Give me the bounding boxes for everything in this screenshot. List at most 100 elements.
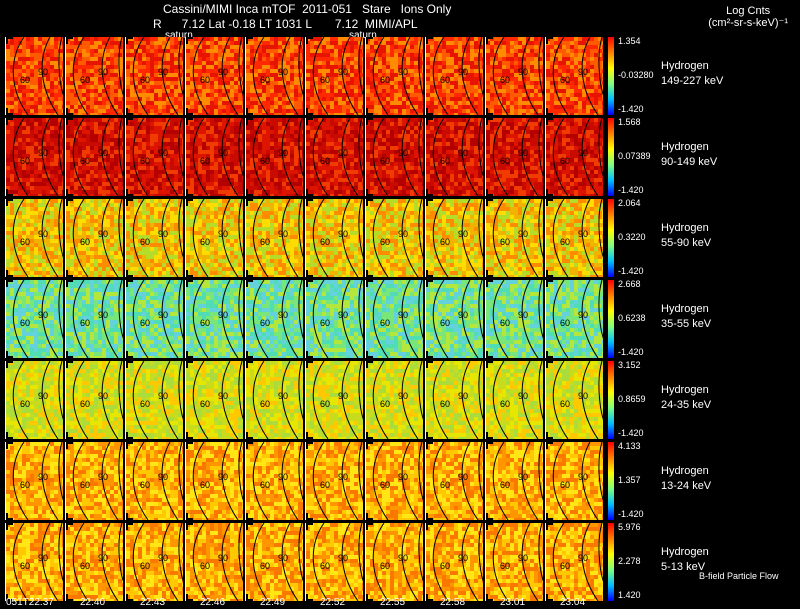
image-cell: 60 90 — [365, 199, 423, 277]
latitude-60-label: 60 — [20, 75, 30, 85]
image-cell: 60 90 — [305, 442, 363, 520]
latitude-90-label: 90 — [38, 229, 48, 239]
cell-heatmap: 60 90 — [426, 442, 483, 520]
band-energy: 35-55 keV — [661, 318, 711, 331]
latitude-90-label: 90 — [218, 310, 228, 320]
latitude-90-label: 90 — [218, 472, 228, 482]
cell-heatmap: 60 90 — [546, 442, 603, 520]
colorbar — [608, 199, 614, 277]
colorbar — [608, 442, 614, 520]
saturn-label-1: saturn — [165, 30, 193, 41]
cell-heatmap: 60 90 — [366, 442, 423, 520]
crosshair-marker — [546, 351, 553, 358]
crosshair-marker — [426, 594, 433, 601]
crosshair-marker — [486, 594, 493, 601]
latitude-90-label: 90 — [458, 472, 468, 482]
cell-heatmap: 60 90 — [366, 118, 423, 196]
cell-heatmap: 60 90 — [186, 37, 243, 115]
image-cell: 60 90 — [185, 118, 243, 196]
cell-heatmap: 60 90 — [366, 37, 423, 115]
latitude-60-label: 60 — [500, 156, 510, 166]
latitude-60-label: 60 — [440, 318, 450, 328]
units-line-2: (cm²-sr-s-keV)⁻¹ — [708, 17, 788, 29]
crosshair-marker — [66, 361, 73, 368]
crosshair-marker — [6, 37, 13, 44]
crosshair-marker — [306, 270, 313, 277]
latitude-60-label: 60 — [380, 399, 390, 409]
crosshair-marker — [366, 108, 373, 115]
image-cell: 60 90 — [65, 442, 123, 520]
crosshair-marker — [306, 523, 313, 530]
crosshair-marker — [126, 108, 133, 115]
crosshair-marker — [66, 513, 73, 520]
crosshair-marker — [486, 361, 493, 368]
crosshair-marker — [426, 280, 433, 287]
crosshair-marker — [126, 442, 133, 449]
crosshair-marker — [366, 442, 373, 449]
title-line: Cassini/MIMI Inca mTOF 2011-051 Stare Io… — [163, 3, 451, 16]
crosshair-marker — [546, 594, 553, 601]
image-cell: 60 90 — [125, 361, 183, 439]
cell-heatmap: 60 90 — [126, 442, 183, 520]
latitude-90-label: 90 — [98, 67, 108, 77]
latitude-90-label: 90 — [458, 67, 468, 77]
image-cell: 60 90 — [545, 280, 603, 358]
cell-heatmap: 60 90 — [186, 361, 243, 439]
band-energy: 149-227 keV — [661, 75, 723, 88]
latitude-60-label: 60 — [20, 561, 30, 571]
crosshair-marker — [366, 37, 373, 44]
latitude-60-label: 60 — [440, 75, 450, 85]
crosshair-marker — [186, 118, 193, 125]
crosshair-marker — [66, 199, 73, 206]
image-cell: 60 90 — [425, 37, 483, 115]
cell-heatmap: 60 90 — [6, 523, 63, 601]
crosshair-marker — [126, 513, 133, 520]
crosshair-marker — [6, 189, 13, 196]
latitude-60-label: 60 — [560, 399, 570, 409]
colorbar-mid: 0.8659 — [618, 394, 646, 404]
latitude-90-label: 90 — [278, 391, 288, 401]
image-cell: 60 90 — [425, 523, 483, 601]
latitude-60-label: 60 — [560, 318, 570, 328]
crosshair-marker — [546, 108, 553, 115]
crosshair-marker — [246, 361, 253, 368]
latitude-90-label: 90 — [518, 229, 528, 239]
crosshair-marker — [186, 513, 193, 520]
cell-heatmap: 60 90 — [546, 523, 603, 601]
latitude-60-label: 60 — [200, 480, 210, 490]
image-cell: 60 90 — [125, 523, 183, 601]
latitude-60-label: 60 — [440, 480, 450, 490]
time-tick: 22:49 — [260, 597, 285, 608]
crosshair-marker — [246, 189, 253, 196]
crosshair-marker — [186, 37, 193, 44]
image-cell: 60 90 — [65, 523, 123, 601]
latitude-90-label: 90 — [518, 472, 528, 482]
cell-heatmap: 60 90 — [246, 442, 303, 520]
crosshair-marker — [306, 442, 313, 449]
crosshair-marker — [306, 37, 313, 44]
crosshair-marker — [546, 199, 553, 206]
image-cell: 60 90 — [245, 37, 303, 115]
saturn-label-2: saturn — [349, 30, 377, 41]
crosshair-marker — [6, 361, 13, 368]
image-cell: 60 90 — [125, 118, 183, 196]
latitude-60-label: 60 — [320, 75, 330, 85]
crosshair-marker — [6, 108, 13, 115]
latitude-60-label: 60 — [80, 480, 90, 490]
crosshair-marker — [306, 108, 313, 115]
band-species: Hydrogen — [661, 222, 709, 235]
latitude-90-label: 90 — [458, 310, 468, 320]
cell-heatmap: 60 90 — [366, 280, 423, 358]
latitude-60-label: 60 — [260, 156, 270, 166]
time-tick: 22:58 — [440, 597, 465, 608]
latitude-60-label: 60 — [560, 237, 570, 247]
latitude-60-label: 60 — [320, 318, 330, 328]
crosshair-marker — [246, 37, 253, 44]
latitude-90-label: 90 — [578, 472, 588, 482]
image-cell: 60 90 — [5, 442, 63, 520]
image-cell: 60 90 — [365, 280, 423, 358]
latitude-90-label: 90 — [338, 472, 348, 482]
image-cell: 60 90 — [65, 280, 123, 358]
crosshair-marker — [546, 513, 553, 520]
colorbar-max: 2.064 — [618, 198, 641, 208]
